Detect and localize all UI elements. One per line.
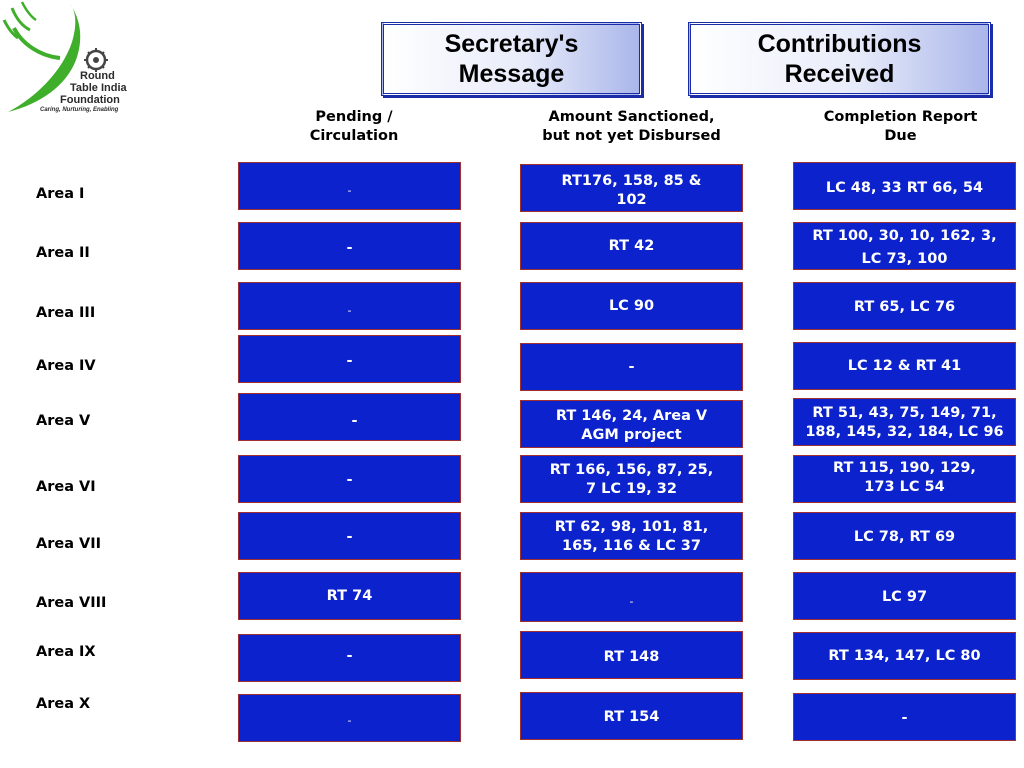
completion-cell-area-9: RT 134, 147, LC 80: [793, 632, 1016, 680]
column-header-completion: Completion Report Due: [823, 109, 978, 144]
pending-cell-area-1: -: [238, 162, 461, 210]
completion-cell-area-2: RT 100, 30, 10, 162, 3, LC 73, 100: [793, 222, 1016, 270]
row-label-area-7: Area VII: [36, 536, 102, 552]
pending-cell-area-3: -: [238, 282, 461, 330]
pending-cell-area-7: -: [238, 512, 461, 560]
completion-cell-area-10: -: [793, 693, 1016, 741]
sanctioned-cell-area-5: RT 146, 24, Area V AGM project: [520, 400, 743, 448]
logo-text-foundation: Foundation: [60, 94, 120, 106]
completion-cell-area-1: LC 48, 33 RT 66, 54: [793, 162, 1016, 210]
row-label-area-3: Area III: [36, 305, 96, 321]
row-label-area-4: Area IV: [36, 358, 96, 374]
completion-cell-area-7: LC 78, RT 69: [793, 512, 1016, 560]
row-label-area-9: Area IX: [36, 644, 96, 660]
logo-text-round: Round: [80, 70, 115, 82]
logo-tagline: Caring, Nurturing, Enabling: [40, 107, 119, 113]
sanctioned-cell-area-3: LC 90: [520, 282, 743, 330]
completion-cell-area-4: LC 12 & RT 41: [793, 342, 1016, 390]
sanctioned-cell-area-2: RT 42: [520, 222, 743, 270]
completion-cell-area-6: RT 115, 190, 129, 173 LC 54: [793, 455, 1016, 503]
sanctioned-cell-area-10: RT 154: [520, 692, 743, 740]
logo-text-table-india: Table India: [70, 82, 127, 94]
contributions-received-label: Contributions Received: [757, 30, 922, 88]
secretarys-message-label: Secretary's Message: [444, 30, 579, 88]
pending-cell-area-6: -: [238, 455, 461, 503]
pending-cell-area-5: -: [238, 393, 461, 441]
row-label-area-5: Area V: [36, 413, 91, 429]
pending-cell-area-9: -: [238, 634, 461, 682]
pending-cell-area-4: -: [238, 335, 461, 383]
row-label-area-2: Area II: [36, 245, 90, 261]
sanctioned-cell-area-8: -: [520, 572, 743, 622]
completion-cell-area-8: LC 97: [793, 572, 1016, 620]
sanctioned-cell-area-1: RT176, 158, 85 & 102: [520, 164, 743, 212]
completion-cell-area-5: RT 51, 43, 75, 149, 71, 188, 145, 32, 18…: [793, 398, 1016, 446]
pending-cell-area-8: RT 74: [238, 572, 461, 620]
contributions-received-button[interactable]: Contributions Received: [688, 22, 991, 96]
column-header-pending: Pending / Circulation: [309, 109, 399, 144]
sanctioned-cell-area-6: RT 166, 156, 87, 25, 7 LC 19, 32: [520, 455, 743, 503]
row-label-area-1: Area I: [36, 186, 85, 202]
column-header-sanctioned: Amount Sanctioned, but not yet Disbursed: [542, 109, 721, 144]
sanctioned-cell-area-7: RT 62, 98, 101, 81, 165, 116 & LC 37: [520, 512, 743, 560]
pending-cell-area-2: -: [238, 222, 461, 270]
row-label-area-6: Area VI: [36, 479, 96, 495]
round-table-india-logo: Round Table India Foundation Caring, Nur…: [0, 0, 145, 120]
row-label-area-8: Area VIII: [36, 595, 107, 611]
pending-cell-area-10: -: [238, 694, 461, 742]
logo-swoosh-icon: [2, 1, 108, 112]
secretarys-message-button[interactable]: Secretary's Message: [381, 22, 642, 96]
sanctioned-cell-area-9: RT 148: [520, 631, 743, 679]
sanctioned-cell-area-4: -: [520, 343, 743, 391]
completion-cell-area-3: RT 65, LC 76: [793, 282, 1016, 330]
row-label-area-10: Area X: [36, 696, 91, 712]
